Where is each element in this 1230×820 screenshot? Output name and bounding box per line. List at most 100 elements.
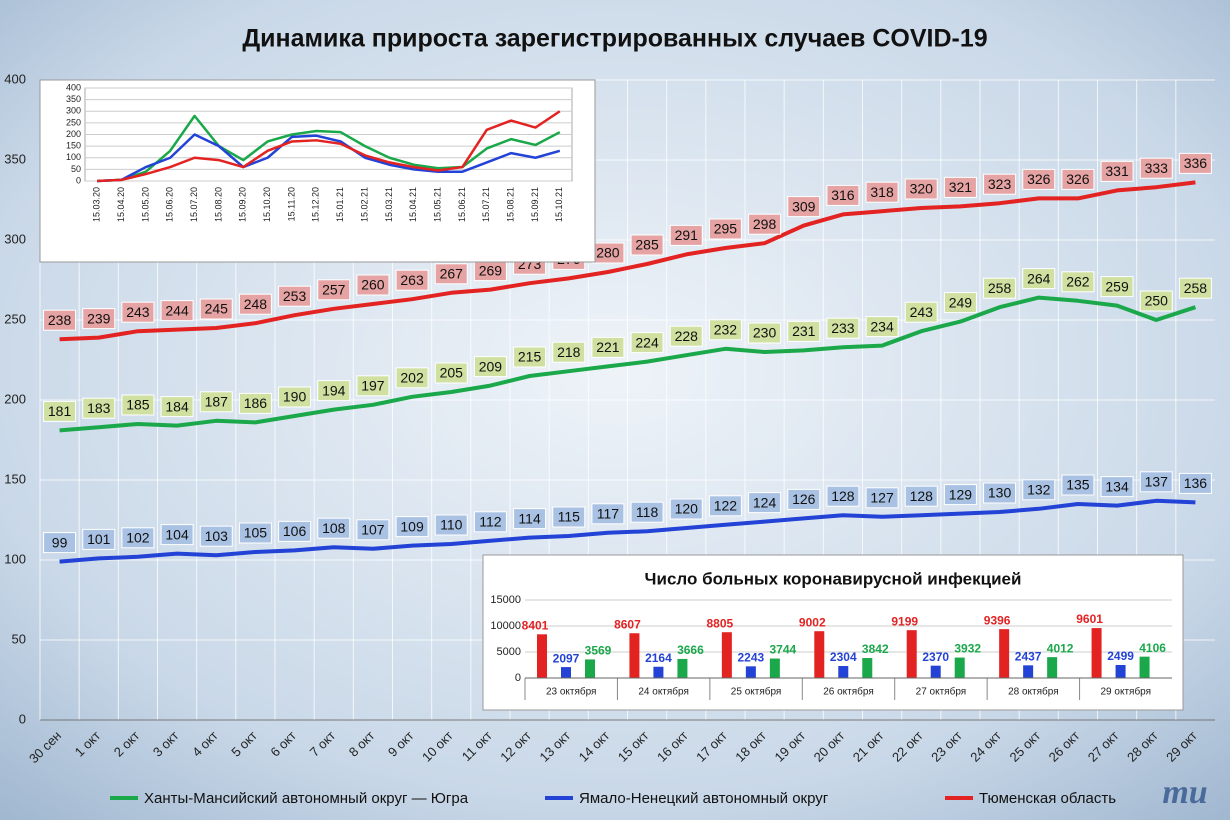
data-label-box	[708, 495, 742, 517]
data-label-box	[1139, 290, 1173, 312]
data-label-box	[356, 519, 390, 541]
x-tick-label: 15.10.20	[262, 187, 272, 222]
y-tick-label: 150	[66, 141, 81, 151]
data-label: 103	[205, 528, 229, 544]
data-label-box	[160, 524, 194, 546]
data-label-box	[1061, 474, 1095, 496]
data-label-box	[513, 508, 547, 530]
data-label-box	[121, 394, 155, 416]
series-line	[97, 133, 561, 183]
y-tick-label: 5000	[497, 646, 521, 658]
x-tick-label: 15.04.21	[408, 187, 418, 222]
y-tick-label: 0	[76, 175, 81, 185]
data-label-box	[43, 400, 77, 422]
y-tick-label: 350	[4, 151, 26, 166]
data-label-box	[199, 298, 233, 320]
data-label-box	[473, 511, 507, 533]
data-label-box	[278, 285, 312, 307]
data-label: 326	[1027, 171, 1051, 187]
x-tick-label: 15.07.21	[481, 187, 491, 222]
data-label-box	[1100, 476, 1134, 498]
data-label: 258	[988, 280, 1012, 296]
data-label: 117	[597, 506, 620, 522]
data-label: 202	[400, 370, 424, 386]
bar	[745, 666, 756, 678]
data-label: 8401	[522, 618, 549, 632]
data-label: 124	[753, 494, 777, 510]
data-label: 209	[479, 358, 503, 374]
y-tick-label: 250	[4, 311, 26, 326]
data-label-box	[591, 503, 625, 525]
data-label: 120	[675, 501, 699, 517]
data-label-box	[748, 213, 782, 235]
y-tick-label: 400	[66, 82, 81, 92]
data-label-box	[238, 522, 272, 544]
data-label-box	[160, 300, 194, 322]
bar	[585, 659, 595, 678]
y-tick-label: 100	[66, 152, 81, 162]
data-label: 4012	[1047, 641, 1074, 655]
y-tick-label: 0	[19, 711, 26, 726]
data-label: 250	[1145, 293, 1169, 309]
x-tick-label: 29 октября	[1101, 686, 1152, 698]
data-label: 136	[1184, 475, 1208, 491]
data-label-box	[983, 277, 1017, 299]
data-label: 132	[1027, 482, 1051, 498]
data-label: 260	[361, 277, 385, 293]
data-label-box	[121, 301, 155, 323]
data-label: 2164	[645, 651, 672, 665]
data-label: 183	[87, 400, 111, 416]
x-tick-label: 15.02.21	[359, 187, 369, 222]
data-label-box	[434, 514, 468, 536]
data-label: 320	[910, 181, 934, 197]
bar	[769, 658, 780, 678]
data-label: 321	[949, 179, 973, 195]
data-label: 269	[479, 262, 503, 278]
bar	[954, 657, 965, 678]
data-label-box	[121, 527, 155, 549]
x-tick-label: 25 октября	[731, 686, 782, 698]
data-label: 259	[1105, 278, 1129, 294]
data-label: 218	[557, 344, 581, 360]
data-label: 99	[52, 534, 68, 550]
data-label-box	[904, 485, 938, 507]
data-label: 130	[988, 485, 1012, 501]
data-label-box	[160, 396, 194, 418]
data-label-box	[669, 325, 703, 347]
bar	[906, 630, 917, 678]
data-label-box	[473, 356, 507, 378]
data-label-box	[826, 317, 860, 339]
y-tick-label: 50	[71, 164, 81, 174]
data-label: 122	[714, 498, 738, 514]
y-tick-label: 100	[4, 551, 26, 566]
data-label: 249	[949, 294, 973, 310]
data-label: 331	[1105, 163, 1129, 179]
data-label: 102	[126, 530, 150, 546]
x-tick-label: 24 октября	[638, 686, 689, 698]
data-label-box	[552, 506, 586, 528]
data-label: 3842	[862, 642, 889, 656]
data-label: 2097	[553, 651, 580, 665]
bar	[561, 667, 571, 678]
data-label: 9396	[984, 613, 1011, 627]
bar	[653, 666, 664, 678]
data-label: 104	[165, 526, 189, 542]
data-label: 118	[636, 504, 659, 520]
data-label-box	[82, 528, 116, 550]
data-label: 243	[126, 304, 150, 320]
data-label: 267	[440, 266, 464, 282]
bar	[838, 666, 849, 678]
x-tick-label: 15.05.21	[432, 187, 442, 222]
data-label: 232	[714, 322, 738, 338]
data-label-box	[787, 196, 821, 218]
y-tick-label: 300	[4, 231, 26, 246]
data-label: 184	[165, 398, 189, 414]
data-label-box	[43, 309, 77, 331]
legend-label: Ханты-Мансийский автономный округ — Югра	[144, 790, 469, 807]
data-label: 224	[635, 334, 659, 350]
bar	[1091, 628, 1102, 678]
data-label-box	[434, 362, 468, 384]
x-tick-label: 15.05.20	[140, 187, 150, 222]
data-label: 231	[792, 323, 816, 339]
y-tick-label: 0	[515, 672, 521, 684]
